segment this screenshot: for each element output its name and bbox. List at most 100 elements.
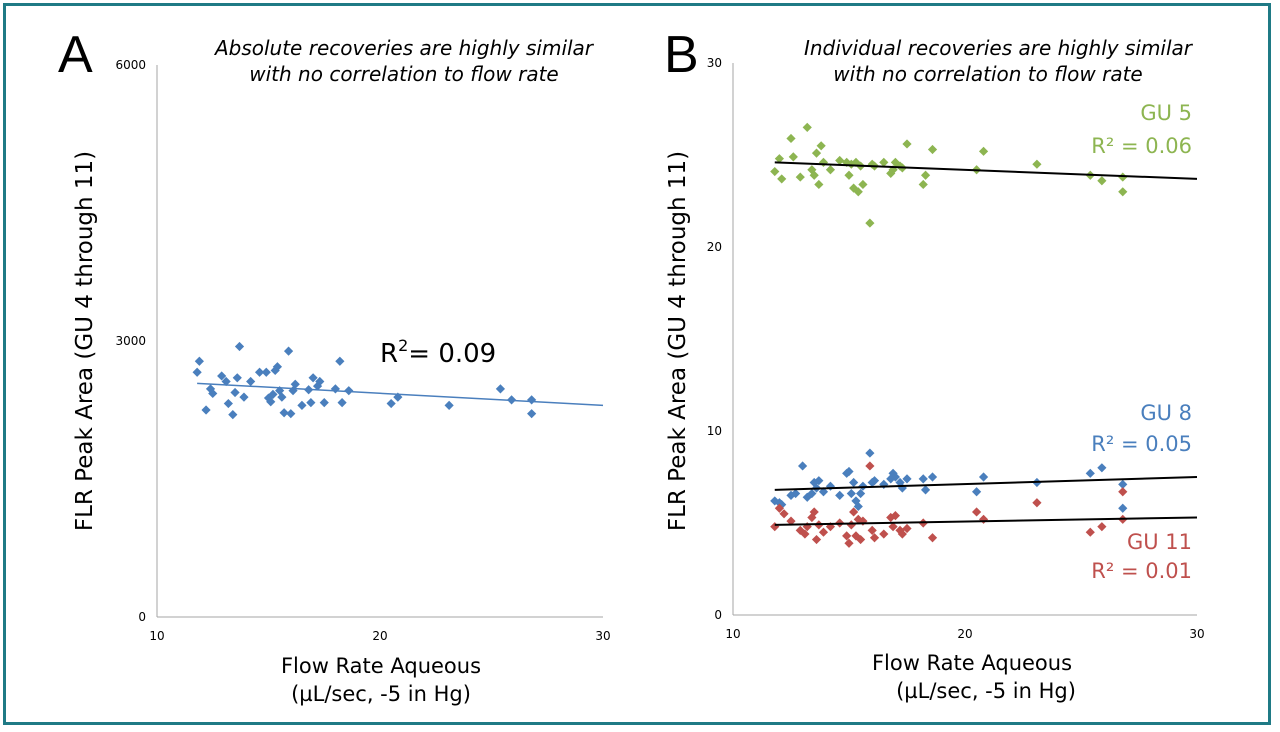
panel-b-gu-5-point [802, 122, 812, 132]
panel-b-gu-5-point [770, 166, 780, 177]
panel-b-gu-11-point [902, 523, 912, 534]
panel-a-gu-4-through-11-point [266, 397, 276, 407]
panel-b-gu-5-point [1118, 172, 1128, 182]
panel-a-gu-4-through-11-point [337, 398, 347, 408]
panel-b-gu-8-point [972, 487, 982, 497]
panel-b-gu-5-point [814, 179, 824, 190]
panel-a-r2-annotation: R2= 0.09 [380, 336, 496, 369]
panel-b-gu-8-point [853, 501, 863, 512]
panel-b-gu-8-point [902, 474, 912, 484]
panel-b-gu-5-point [1118, 187, 1128, 197]
figure-frame [3, 3, 1271, 725]
panel-b-gu-5-point [920, 170, 931, 180]
panel-b-gu-8-point [978, 472, 989, 482]
panel-b-gu-11-point [779, 509, 789, 519]
panel-b-gu-5-point [918, 179, 928, 190]
panel-a-gu-4-through-11-point [527, 395, 537, 405]
panel-b-gu-8-point [814, 476, 824, 486]
panel-b-gu-5-point [844, 170, 854, 180]
panel-a-gu-4-through-11-point [272, 362, 283, 372]
panel-b-gu-11-point [809, 507, 819, 517]
panel-b-gu-8-point [825, 481, 836, 491]
panel-a-gu-4-through-11-point [228, 410, 238, 420]
panel-b-gu-5-point [795, 172, 805, 182]
panel-b-gu-11-point [849, 507, 859, 517]
panel-b-gu-5-point [879, 157, 889, 167]
panel-a-xtick-label: 10 [149, 629, 164, 643]
panel-b-gu-11-point [897, 529, 907, 539]
panel-a-gu-4-through-11-point [527, 409, 537, 419]
panel-b-xtick-label: 30 [1189, 627, 1204, 641]
panel-a-gu-4-through-11-point [217, 371, 227, 381]
panel-b-gu-5-point [927, 144, 938, 155]
panel-b-gu-8-point [869, 476, 880, 486]
panel-b-ytick-label: 0 [714, 608, 722, 622]
panel-a-gu-4-through-11-point [297, 400, 307, 410]
panel-b-ytick-label: 10 [707, 424, 722, 438]
panel-b-gu-5-point [788, 152, 798, 162]
panel-a-gu-4-through-11-point [386, 398, 396, 409]
panel-a-letter: A [58, 26, 93, 84]
panel-a-gu-4-through-11-point [286, 409, 296, 419]
panel-b-gu-8-point [1097, 463, 1107, 473]
panel-b-gu-8-point [890, 472, 900, 482]
panel-b: B Individual recoveries are highly simil… [664, 26, 1205, 703]
panel-b-gu-5-point [1097, 176, 1107, 186]
panel-b-gu-8-point [844, 466, 854, 477]
panel-b-ytick-label: 30 [707, 56, 722, 70]
panel-b-gu-11-trendline [774, 516, 1198, 526]
panel-a-gu-4-through-11-point [221, 376, 231, 387]
panel-b-gu-8-point [1085, 468, 1095, 478]
panel-b-gu-8-point [777, 500, 787, 510]
panel-b-x-axis-label-line-2: (µL/sec, -5 in Hg) [896, 679, 1076, 703]
panel-a-gu-4-through-11-point [205, 384, 216, 394]
panel-b-gu-8-point [920, 485, 931, 495]
panel-b-gu-5-trendline [774, 161, 1198, 180]
panel-b-gu-8-point [818, 487, 829, 497]
panel-b-gu-8-point [879, 479, 889, 489]
panel-b-gu-8-point [897, 483, 907, 493]
panel-b-gu-11-point [895, 525, 905, 535]
panel-b-gu-11-point [774, 503, 784, 513]
panel-b-gu-5-point [858, 179, 868, 190]
panel-a-gu-4-through-11-point [495, 384, 506, 394]
panel-b-gu-11-point [1032, 498, 1042, 508]
panel-a-gu-4-through-11-point [290, 379, 300, 389]
panel-b-gu-5-point [902, 139, 912, 149]
panel-a-y-axis-label: FLR Peak Area (GU 4 through 11) [72, 151, 98, 531]
panel-b-gu-11-point [858, 516, 868, 526]
panel-b-gu-11-point [842, 531, 852, 541]
panel-b-gu-5-point [774, 154, 784, 164]
panel-b-xtick-label: 20 [957, 627, 972, 641]
panel-b-gu-8-trendline [774, 476, 1198, 491]
panel-a-gu-4-through-11-point [277, 392, 287, 402]
panel-b-gu-5-point [816, 141, 826, 151]
panel-a-ytick-label: 0 [138, 610, 146, 624]
panel-a-gu-4-through-11-trendline [197, 382, 604, 407]
panel-b-gu-5-point [1032, 159, 1042, 169]
panel-b-gu-8-point [786, 490, 796, 500]
panel-b-gu-11-point [1097, 522, 1107, 532]
panel-b-gu-11-point [865, 461, 875, 471]
panel-b-y-axis-label: FLR Peak Area (GU 4 through 11) [665, 151, 691, 531]
panel-a-gu-4-through-11-point [192, 367, 202, 377]
panel-b-gu-5-point [777, 174, 787, 184]
panel-b-gu-8-point [927, 472, 938, 482]
panel-a-x-axis-label-line-1: Flow Rate Aqueous [281, 654, 481, 678]
panel-b-gu-5-point [853, 187, 863, 197]
panel-b-gu-8-point [1118, 479, 1128, 489]
panel-b-gu-11-point [927, 533, 938, 543]
panel-b-gu-11-point [972, 507, 982, 517]
gu5-r2: R² = 0.06 [1091, 134, 1192, 158]
panel-a-gu-4-through-11-point [283, 346, 294, 356]
panel-a-xtick-label: 30 [595, 629, 610, 643]
panel-b-gu-8-point [791, 488, 801, 499]
panel-b-gu-8-point [1118, 503, 1128, 513]
panel-a-gu-4-through-11-point [194, 356, 204, 366]
panel-a: A Absolute recoveries are highly similar… [58, 26, 611, 706]
panel-a-gu-4-through-11-point [246, 376, 256, 387]
panel-b-gu-8-point [886, 474, 896, 484]
panel-a-gu-4-through-11-point [344, 386, 354, 396]
panel-b-gu-11-point [1085, 527, 1095, 537]
